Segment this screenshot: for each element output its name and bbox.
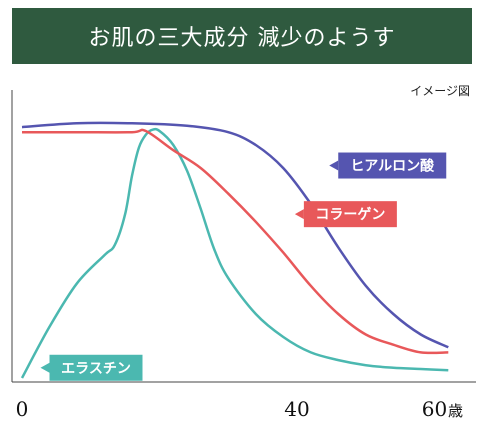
series-label-box	[303, 201, 397, 228]
series-label-pointer	[294, 209, 304, 220]
series-line-3	[20, 127, 449, 379]
series-line-2	[22, 128, 449, 355]
series-label-text: ヒアルロン酸	[350, 158, 435, 175]
x-axis-unit: 歳	[448, 402, 463, 420]
title-banner: お肌の三大成分 減少のようす	[12, 8, 472, 64]
tick-layer: 0 40 60	[16, 397, 448, 421]
series-label-3: エラスチン	[40, 354, 143, 381]
series-label-text: エラスチン	[61, 361, 131, 377]
x-tick-label: 0	[16, 397, 29, 421]
series-line-1	[21, 121, 449, 349]
series-label-pointer	[40, 362, 50, 373]
series-label-text: コラーゲン	[315, 206, 385, 223]
image-note: イメージ図	[410, 84, 470, 98]
chart-title: お肌の三大成分 減少のようす	[88, 26, 396, 51]
series-layer	[20, 121, 449, 379]
series-label-pointer	[329, 160, 339, 171]
series-label-box	[338, 152, 447, 179]
series-label-1: ヒアルロン酸	[329, 152, 447, 179]
series-label-2: コラーゲン	[294, 201, 397, 228]
x-tick-label: 40	[284, 397, 309, 421]
x-tick-label: 60	[422, 397, 447, 421]
series-label-box	[49, 354, 143, 381]
